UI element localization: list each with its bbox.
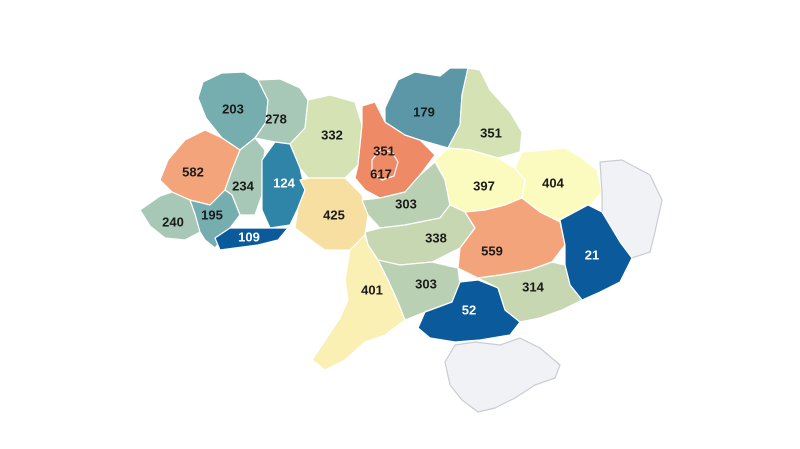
label-zakarpattia: 240 [162, 215, 184, 230]
label-kirovohrad: 338 [425, 231, 447, 246]
region-chernivtsi[interactable] [214, 227, 289, 251]
region-kyiv-city[interactable] [371, 149, 399, 181]
label-kyiv-city: 617 [370, 167, 392, 182]
label-donetsk: 21 [585, 248, 599, 263]
label-chernivtsi: 109 [238, 230, 260, 245]
label-sumy: 351 [480, 126, 502, 141]
region-donetsk[interactable] [559, 204, 633, 301]
label-volyn: 203 [222, 102, 244, 117]
label-kharkiv: 404 [542, 176, 564, 191]
label-mykolaiv: 303 [415, 277, 437, 292]
label-kherson: 52 [462, 303, 476, 318]
label-zaporizhzhia: 314 [522, 280, 544, 295]
region-sumy[interactable] [447, 67, 523, 159]
label-khmelnytskyi: 124 [273, 176, 295, 191]
region-ternopil[interactable] [224, 137, 266, 216]
label-ivano-frankivsk: 195 [201, 208, 223, 223]
label-poltava: 397 [473, 179, 495, 194]
label-cherkasy: 303 [395, 197, 417, 212]
label-rivne: 278 [265, 112, 287, 127]
label-odesa: 401 [361, 283, 383, 298]
region-zaporizhzhia[interactable] [477, 261, 583, 323]
label-chernihiv: 179 [413, 105, 435, 120]
label-lviv: 582 [182, 165, 204, 180]
label-kyiv-region: 351 [373, 144, 395, 159]
label-dnipropetrovsk: 559 [481, 244, 503, 259]
label-vinnytsia: 425 [323, 208, 345, 223]
region-crimea[interactable] [444, 337, 561, 413]
label-zhytomyr: 332 [321, 128, 343, 143]
label-ternopil: 234 [232, 179, 254, 194]
